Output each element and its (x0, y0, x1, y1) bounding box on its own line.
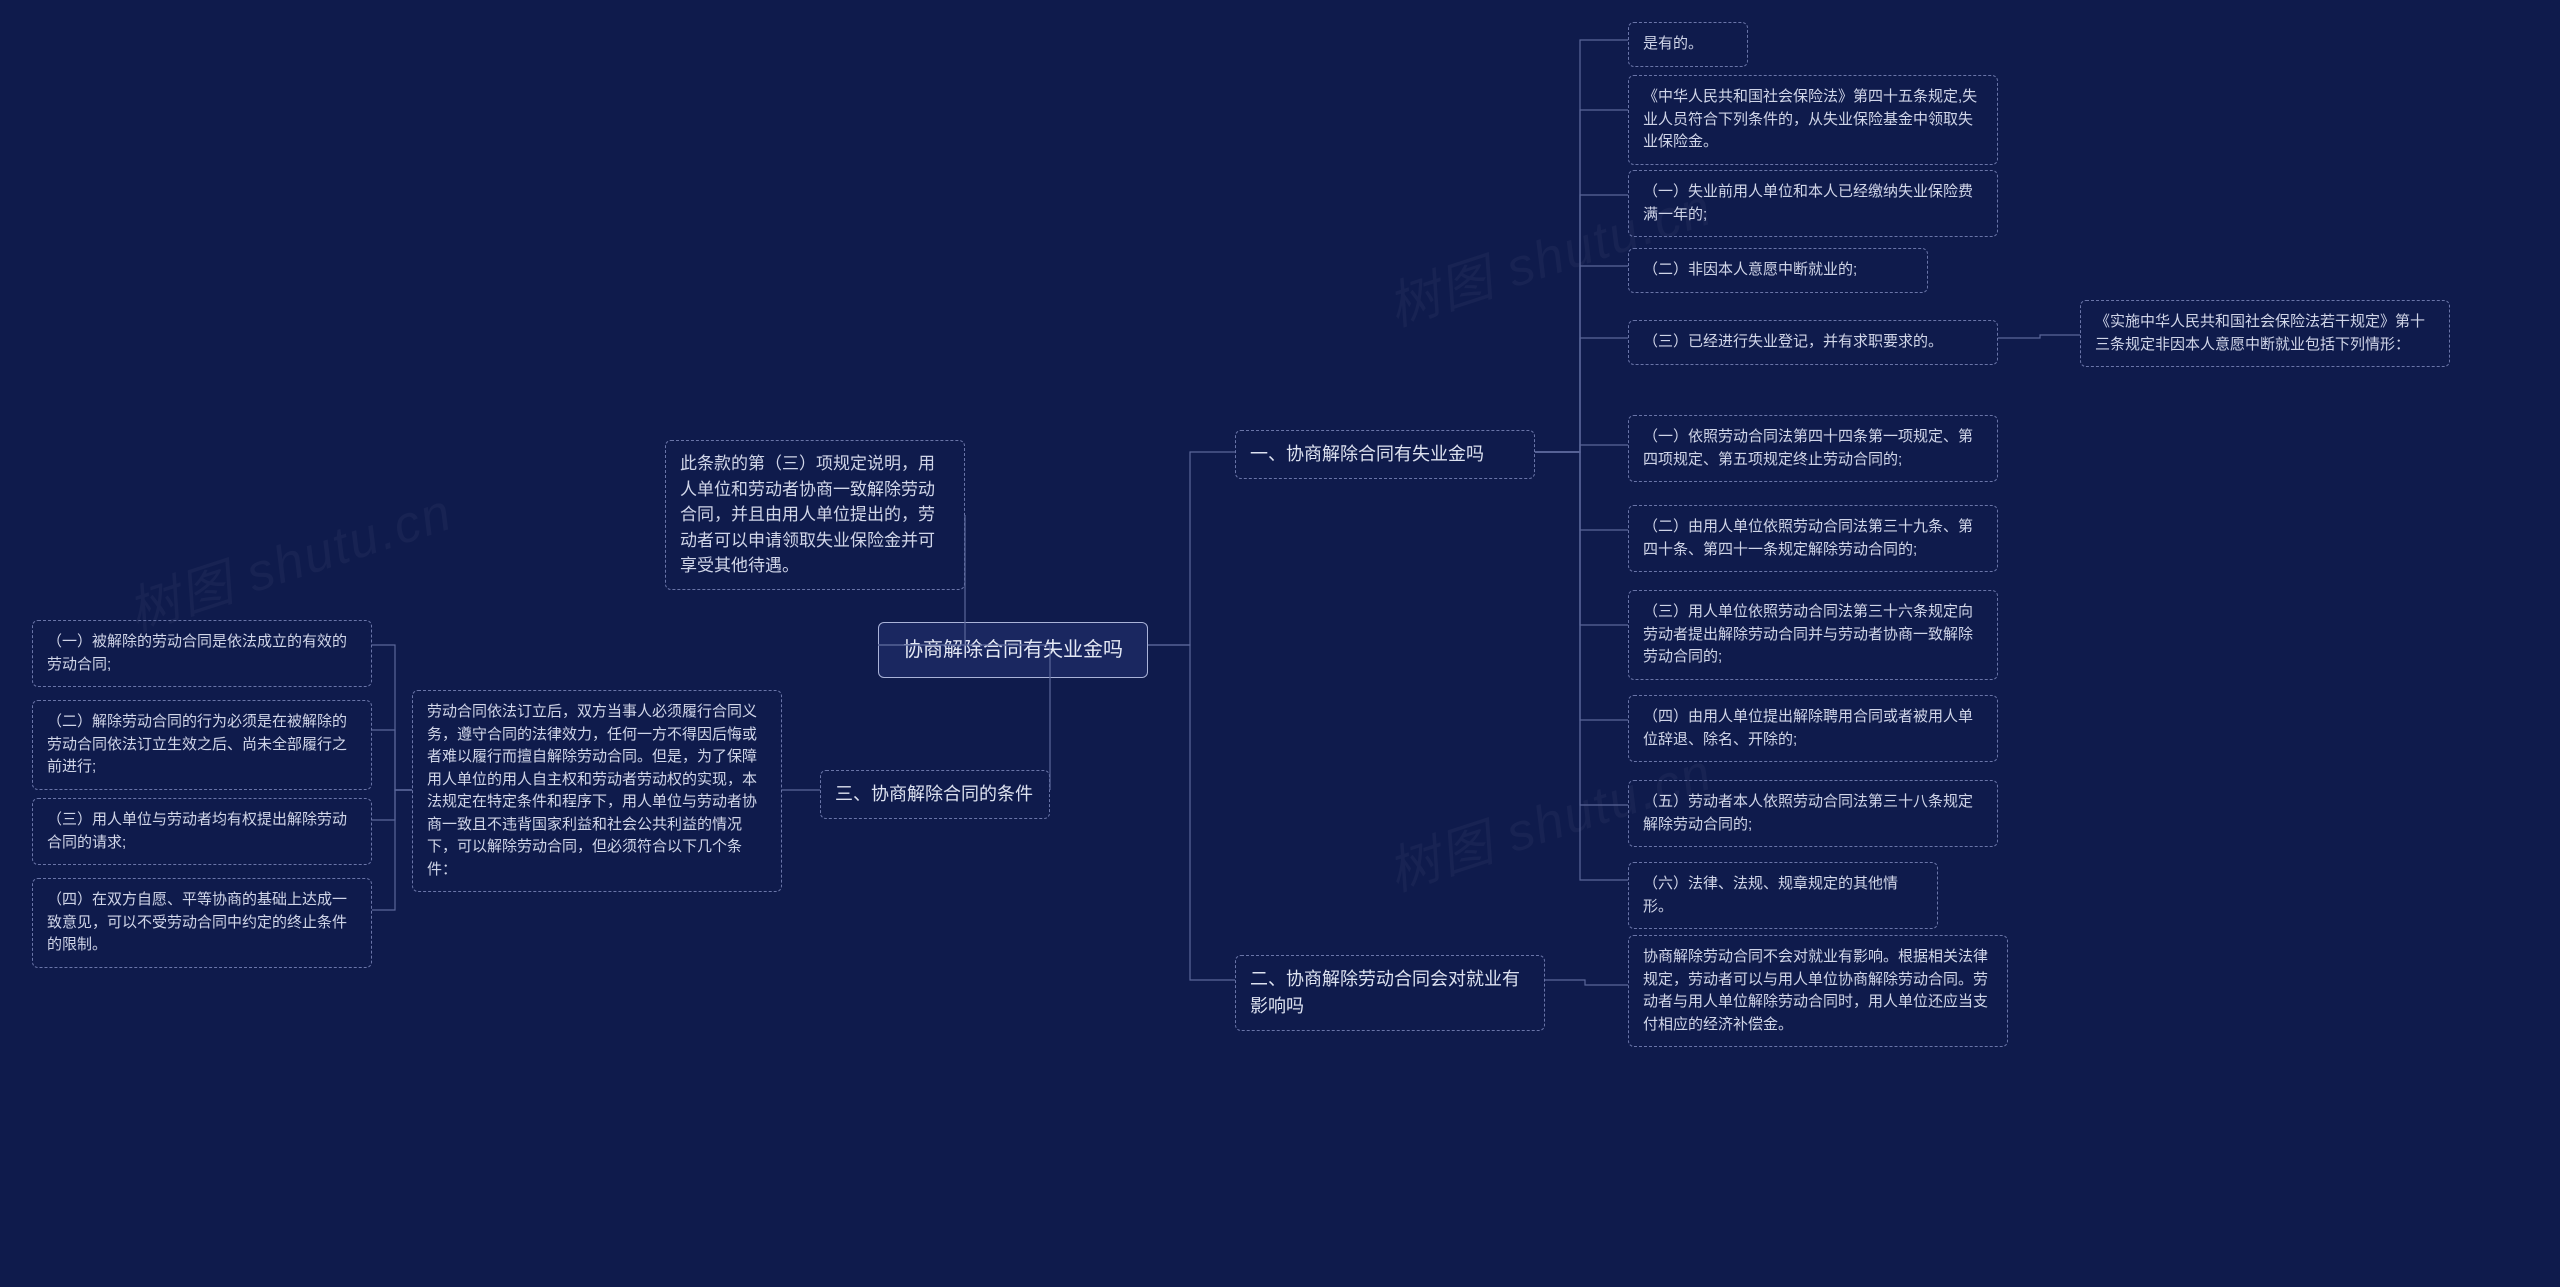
leaf-b4c1: （一）被解除的劳动合同是依法成立的有效的劳动合同; (32, 620, 372, 687)
leaf-b1c10: （五）劳动者本人依照劳动合同法第三十八条规定解除劳动合同的; (1628, 780, 1998, 847)
branch-2: 二、协商解除劳动合同会对就业有影响吗 (1235, 955, 1545, 1031)
leaf-b1c9: （四）由用人单位提出解除聘用合同或者被用人单位辞退、除名、开除的; (1628, 695, 1998, 762)
leaf-b1c1: 是有的。 (1628, 22, 1748, 67)
branch-4: 三、协商解除合同的条件 (820, 770, 1050, 819)
leaf-b1c11: （六）法律、法规、规章规定的其他情形。 (1628, 862, 1938, 929)
leaf-b4c0: 劳动合同依法订立后，双方当事人必须履行合同义务，遵守合同的法律效力，任何一方不得… (412, 690, 782, 892)
connector-lines (0, 0, 2560, 1287)
leaf-b4c3: （三）用人单位与劳动者均有权提出解除劳动合同的请求; (32, 798, 372, 865)
leaf-b1c7: （二）由用人单位依照劳动合同法第三十九条、第四十条、第四十一条规定解除劳动合同的… (1628, 505, 1998, 572)
leaf-b1c2: 《中华人民共和国社会保险法》第四十五条规定,失业人员符合下列条件的，从失业保险基… (1628, 75, 1998, 165)
branch-1: 一、协商解除合同有失业金吗 (1235, 430, 1535, 479)
root-node: 协商解除合同有失业金吗 (878, 622, 1148, 678)
branch-3: 此条款的第（三）项规定说明，用人单位和劳动者协商一致解除劳动合同，并且由用人单位… (665, 440, 965, 590)
watermark: 树图 shutu.cn (117, 470, 461, 645)
leaf-b1c6: （一）依照劳动合同法第四十四条第一项规定、第四项规定、第五项规定终止劳动合同的; (1628, 415, 1998, 482)
leaf-b2c1: 协商解除劳动合同不会对就业有影响。根据相关法律规定，劳动者可以与用人单位协商解除… (1628, 935, 2008, 1047)
leaf-b1c4: （二）非因本人意愿中断就业的; (1628, 248, 1928, 293)
leaf-b1c5a: 《实施中华人民共和国社会保险法若干规定》第十三条规定非因本人意愿中断就业包括下列… (2080, 300, 2450, 367)
leaf-b4c4: （四）在双方自愿、平等协商的基础上达成一致意见，可以不受劳动合同中约定的终止条件… (32, 878, 372, 968)
leaf-b4c2: （二）解除劳动合同的行为必须是在被解除的劳动合同依法订立生效之后、尚未全部履行之… (32, 700, 372, 790)
leaf-b1c5: （三）已经进行失业登记，并有求职要求的。 (1628, 320, 1998, 365)
leaf-b1c3: （一）失业前用人单位和本人已经缴纳失业保险费满一年的; (1628, 170, 1998, 237)
leaf-b1c8: （三）用人单位依照劳动合同法第三十六条规定向劳动者提出解除劳动合同并与劳动者协商… (1628, 590, 1998, 680)
